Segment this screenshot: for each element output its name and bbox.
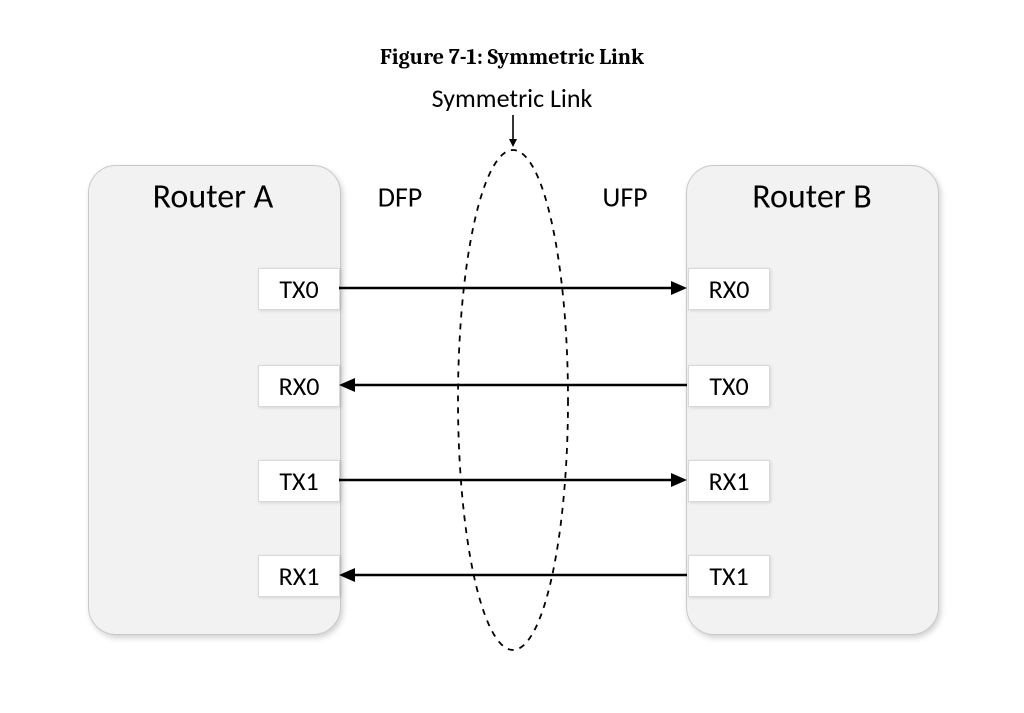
link-arrowhead-0 xyxy=(671,281,687,295)
diagram-svg xyxy=(0,0,1024,713)
link-arrowhead-3 xyxy=(339,568,355,582)
link-arrowhead-1 xyxy=(339,378,355,392)
pointer-arrow-head xyxy=(509,139,517,147)
link-arrows xyxy=(339,281,687,582)
link-arrowhead-2 xyxy=(671,473,687,487)
